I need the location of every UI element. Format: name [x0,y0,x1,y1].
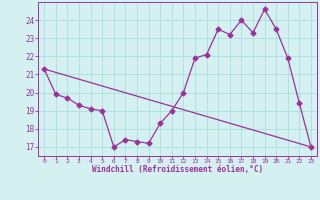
X-axis label: Windchill (Refroidissement éolien,°C): Windchill (Refroidissement éolien,°C) [92,165,263,174]
